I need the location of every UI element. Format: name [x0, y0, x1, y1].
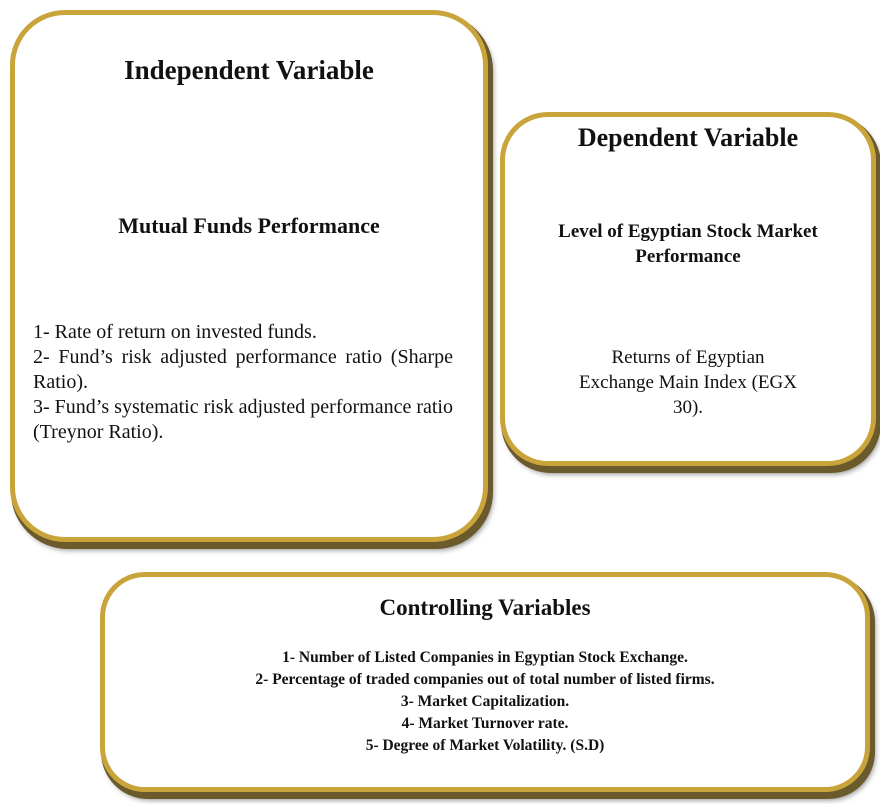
- item: 2- Percentage of traded companies out of…: [255, 671, 715, 688]
- dependent-box: Dependent Variable Level of Egyptian Sto…: [500, 112, 876, 466]
- item: 2- Fund’s risk adjusted performance rati…: [33, 346, 453, 393]
- box-subtitle: Level of Egyptian Stock Market Performan…: [558, 221, 818, 267]
- item: 3- Fund’s systematic risk adjusted perfo…: [33, 396, 453, 443]
- item: 5- Degree of Market Volatility. (S.D): [365, 737, 605, 754]
- item: 3- Market Capitalization.: [400, 693, 570, 710]
- box-title: Dependent Variable: [577, 123, 799, 152]
- box-subtitle: Mutual Funds Performance: [118, 213, 380, 238]
- item: 1- Number of Listed Companies in Egyptia…: [282, 649, 688, 666]
- box-title: Independent Variable: [124, 55, 374, 85]
- independent-box: Independent Variable Mutual Funds Perfor…: [10, 10, 488, 542]
- item: 4- Market Turnover rate.: [401, 715, 569, 732]
- item-list: 1- Rate of return on invested funds. 2- …: [33, 320, 453, 445]
- box-title: Controlling Variables: [379, 595, 591, 620]
- controlling-box: Controlling Variables 1- Number of Liste…: [100, 572, 870, 792]
- item-list: 1- Number of Listed Companies in Egyptia…: [105, 647, 865, 757]
- box-body: Returns of Egyptian Exchange Main Index …: [579, 347, 797, 418]
- item: 1- Rate of return on invested funds.: [33, 321, 317, 343]
